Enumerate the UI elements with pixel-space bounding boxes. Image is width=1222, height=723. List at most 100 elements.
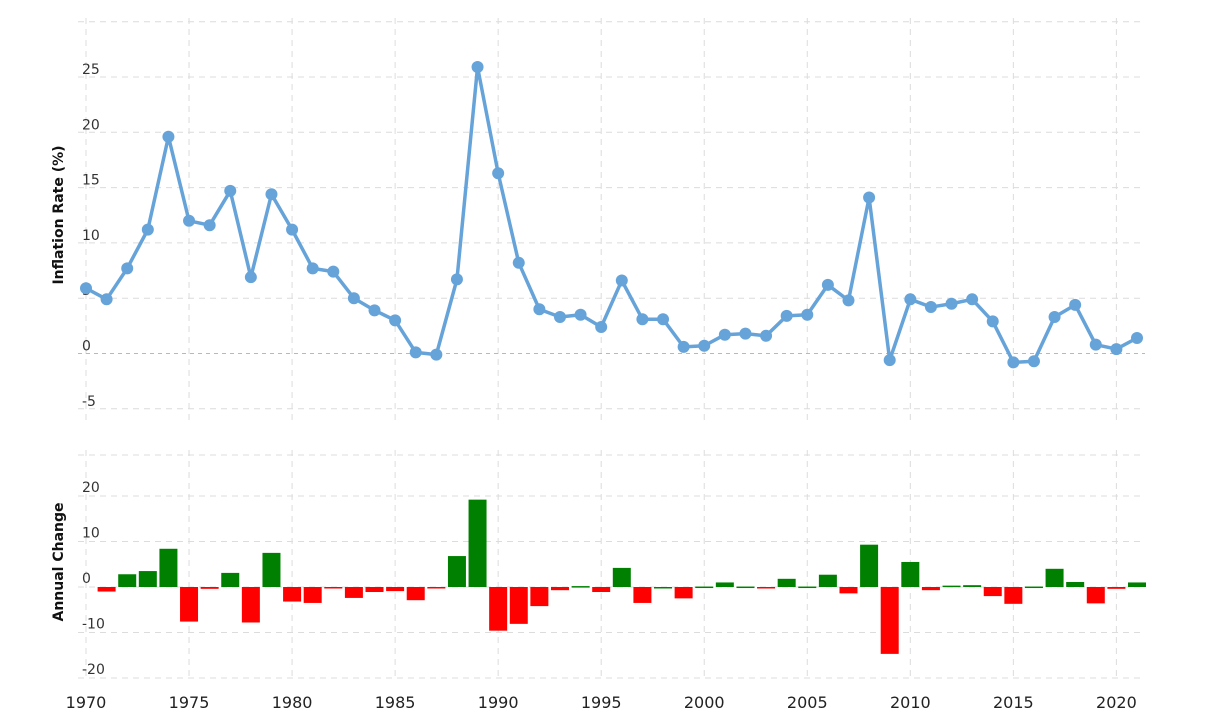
bar	[818, 574, 837, 587]
y-tick-label: 0	[82, 339, 91, 355]
y-tick-label: 15	[82, 173, 100, 189]
data-point	[924, 301, 937, 314]
bar	[509, 587, 528, 624]
data-point	[760, 329, 773, 342]
y-tick-label: -10	[82, 617, 105, 633]
data-point	[553, 311, 566, 324]
data-point	[1069, 298, 1082, 311]
data-point	[492, 167, 505, 180]
data-point	[224, 184, 237, 197]
y-tick-label: 20	[82, 480, 100, 496]
bar	[612, 567, 631, 587]
bar	[303, 587, 322, 603]
bar	[880, 587, 899, 654]
data-point	[739, 327, 752, 340]
data-point	[1110, 343, 1123, 356]
x-tick-label: 1990	[478, 693, 519, 712]
data-point	[306, 262, 319, 275]
x-tick-label: 2000	[684, 693, 725, 712]
data-point	[244, 271, 257, 284]
data-point	[368, 304, 381, 317]
data-point	[327, 265, 340, 278]
bar	[386, 587, 405, 592]
data-point	[945, 297, 958, 310]
data-point	[842, 294, 855, 307]
x-axis-ticks: 1970 1975 1980 1985 1990 1995 2000 2005 2010 2015…	[66, 693, 1137, 712]
bar	[550, 587, 569, 591]
data-point	[203, 219, 216, 232]
data-point	[883, 354, 896, 367]
data-point	[615, 274, 628, 287]
data-point	[986, 315, 999, 328]
bar	[1086, 587, 1105, 604]
bar	[447, 556, 466, 587]
bar	[571, 586, 590, 588]
bar	[1004, 587, 1023, 604]
data-point	[183, 214, 196, 227]
data-point	[574, 308, 587, 321]
data-point	[821, 278, 834, 291]
x-tick-label: 1975	[169, 693, 210, 712]
bar	[695, 586, 714, 589]
bar	[715, 582, 734, 587]
bar	[283, 587, 302, 602]
bar	[118, 574, 137, 587]
bar	[241, 587, 260, 623]
line-chart-y-label: Inflation Rate (%)	[51, 145, 67, 284]
bar	[324, 587, 343, 589]
data-point	[1089, 338, 1102, 351]
data-point	[1027, 355, 1040, 368]
bar	[365, 587, 384, 593]
data-point	[718, 328, 731, 341]
bar	[757, 587, 776, 589]
bar	[1024, 586, 1043, 589]
data-point	[430, 348, 443, 361]
bar	[921, 587, 940, 591]
bar	[468, 499, 487, 587]
bar	[736, 586, 755, 589]
bar	[839, 587, 858, 594]
data-point	[966, 293, 979, 306]
inflation-line	[85, 65, 1138, 365]
data-point	[533, 303, 546, 316]
line-chart-y-ticks: -50510152025	[82, 62, 100, 410]
bar	[1128, 582, 1146, 587]
bar	[860, 544, 879, 587]
data-point	[286, 223, 299, 236]
bar	[221, 572, 240, 587]
bar	[1066, 581, 1085, 587]
bar-chart-y-ticks: -20 -10 0 10 20	[82, 480, 105, 678]
y-tick-label: 25	[82, 62, 100, 78]
x-tick-label: 2010	[890, 693, 931, 712]
bar	[592, 587, 611, 593]
bar	[654, 587, 673, 589]
x-tick-label: 1985	[375, 693, 416, 712]
y-tick-label: 0	[82, 571, 91, 587]
bar	[344, 587, 363, 598]
data-point	[1007, 356, 1020, 369]
inflation-series	[80, 61, 1143, 369]
bar	[489, 587, 508, 631]
bar	[633, 587, 652, 603]
x-tick-label: 2020	[1096, 693, 1137, 712]
x-tick-label: 1980	[272, 693, 313, 712]
data-point	[636, 313, 649, 326]
data-point	[512, 256, 525, 269]
data-point	[121, 262, 134, 275]
data-point	[904, 293, 917, 306]
data-point	[100, 293, 113, 306]
bar	[97, 587, 116, 592]
data-point	[80, 282, 92, 295]
y-tick-label: 10	[82, 228, 100, 244]
data-point	[595, 320, 608, 333]
bar-chart-grid	[78, 450, 1145, 680]
y-tick-label: 10	[82, 526, 100, 542]
bar	[427, 587, 446, 589]
bar	[674, 587, 693, 599]
bar	[1045, 568, 1064, 587]
data-point	[162, 130, 175, 143]
data-point	[409, 346, 422, 359]
bar	[530, 587, 549, 607]
bar	[200, 587, 219, 589]
